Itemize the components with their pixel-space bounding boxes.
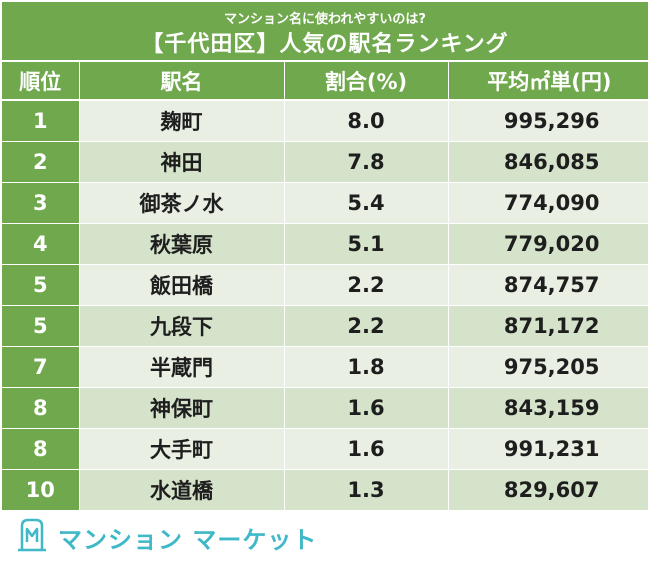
- station-cell: 飯田橋: [79, 264, 285, 306]
- table-row: 8 大手町 1.6 991,231: [2, 428, 649, 470]
- table-row: 3 御茶ノ水 5.4 774,090: [2, 182, 649, 224]
- chart-subtitle: マンション名に使われやすいのは?: [224, 12, 426, 27]
- station-cell: 神保町: [79, 387, 285, 429]
- rank-cell: 7: [2, 346, 80, 388]
- station-cell: 御茶ノ水: [79, 182, 285, 224]
- table-row: 4 秋葉原 5.1 779,020: [2, 223, 649, 265]
- chart-header: マンション名に使われやすいのは? 【千代田区】人気の駅名ランキング: [2, 2, 648, 60]
- rank-cell: 8: [2, 387, 80, 429]
- station-cell: 大手町: [79, 428, 285, 470]
- station-cell: 秋葉原: [79, 223, 285, 265]
- ratio-cell: 1.6: [284, 428, 449, 470]
- table-row: 2 神田 7.8 846,085: [2, 141, 649, 183]
- chart-title: 【千代田区】人気の駅名ランキング: [141, 32, 509, 57]
- ratio-cell: 1.6: [284, 387, 449, 429]
- avg-price-cell: 843,159: [448, 387, 649, 429]
- avg-price-cell: 975,205: [448, 346, 649, 388]
- ratio-cell: 1.3: [284, 469, 449, 511]
- brand-logo-text: マンション マーケット: [58, 526, 318, 554]
- table-row: 8 神保町 1.6 843,159: [2, 387, 649, 429]
- station-cell: 水道橋: [79, 469, 285, 511]
- brand-logo: マンション マーケット: [14, 517, 318, 554]
- table-row: 5 飯田橋 2.2 874,757: [2, 264, 649, 306]
- avg-price-cell: 779,020: [448, 223, 649, 265]
- avg-price-cell: 874,757: [448, 264, 649, 306]
- building-m-icon: [18, 518, 46, 552]
- avg-price-cell: 846,085: [448, 141, 649, 183]
- rank-cell: 5: [2, 264, 80, 306]
- ratio-cell: 2.2: [284, 264, 449, 306]
- ratio-cell: 1.8: [284, 346, 449, 388]
- ratio-cell: 2.2: [284, 305, 449, 347]
- rank-cell: 3: [2, 182, 80, 224]
- avg-price-cell: 991,231: [448, 428, 649, 470]
- station-cell: 麹町: [79, 100, 285, 142]
- station-cell: 九段下: [79, 305, 285, 347]
- ratio-cell: 5.4: [284, 182, 449, 224]
- rank-cell: 4: [2, 223, 80, 265]
- table-body: 1 麹町 8.0 995,296 2 神田 7.8 846,085 3 御茶ノ水 5.4 774,09…: [2, 100, 649, 511]
- ratio-cell: 7.8: [284, 141, 449, 183]
- column-header-station: 駅名: [79, 62, 285, 101]
- column-header-avg-price: 平均㎡単(円): [448, 62, 649, 101]
- ratio-cell: 5.1: [284, 223, 449, 265]
- column-header-ratio: 割合(%): [284, 62, 449, 101]
- avg-price-cell: 774,090: [448, 182, 649, 224]
- table-header-row: 順位 駅名 割合(%) 平均㎡単(円): [2, 62, 649, 101]
- avg-price-cell: 871,172: [448, 305, 649, 347]
- table-row: 5 九段下 2.2 871,172: [2, 305, 649, 347]
- table-row: 1 麹町 8.0 995,296: [2, 100, 649, 142]
- ranking-table: 順位 駅名 割合(%) 平均㎡単(円) 1 麹町 8.0 995,296 2 神田 7.8 8…: [2, 62, 649, 511]
- rank-cell: 8: [2, 428, 80, 470]
- table-row: 10 水道橋 1.3 829,607: [2, 469, 649, 511]
- rank-cell: 10: [2, 469, 80, 511]
- rank-cell: 1: [2, 100, 80, 142]
- station-cell: 半蔵門: [79, 346, 285, 388]
- ratio-cell: 8.0: [284, 100, 449, 142]
- column-header-rank: 順位: [2, 62, 80, 101]
- avg-price-cell: 995,296: [448, 100, 649, 142]
- rank-cell: 2: [2, 141, 80, 183]
- avg-price-cell: 829,607: [448, 469, 649, 511]
- rank-cell: 5: [2, 305, 80, 347]
- station-cell: 神田: [79, 141, 285, 183]
- table-row: 7 半蔵門 1.8 975,205: [2, 346, 649, 388]
